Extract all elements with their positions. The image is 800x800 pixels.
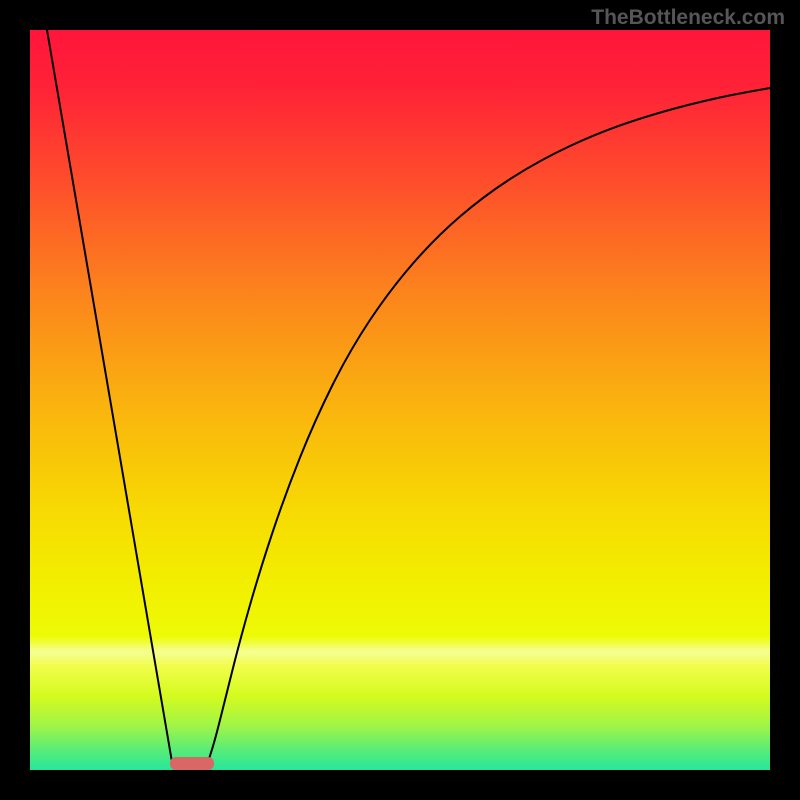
chart-container: TheBottleneck.com xyxy=(0,0,800,800)
chart-svg xyxy=(0,0,800,800)
bottleneck-marker xyxy=(170,757,214,770)
gradient-background xyxy=(30,30,770,770)
watermark-text: TheBottleneck.com xyxy=(591,6,785,30)
